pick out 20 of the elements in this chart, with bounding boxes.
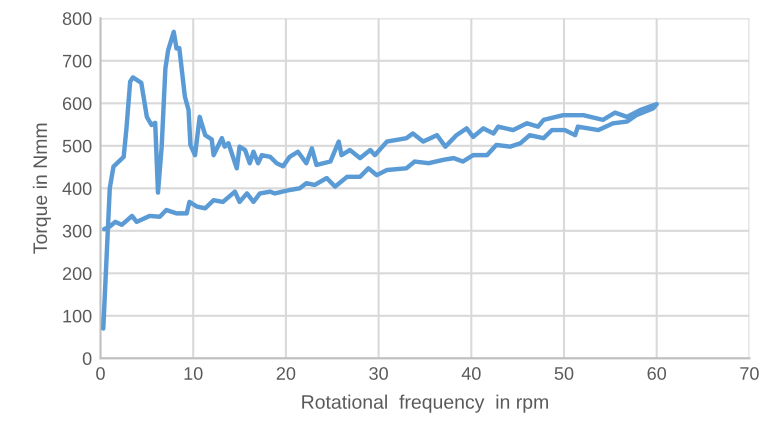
y-tick-label: 600 [62,97,92,110]
x-tick-label: 30 [369,367,388,380]
y-tick-label: 700 [62,54,92,68]
x-tick-label: 70 [740,367,759,380]
x-tick-label: 20 [276,367,296,380]
x-tick-label: 0 [96,367,105,380]
x-tick-label: 10 [184,367,203,380]
y-tick-label: 100 [63,310,92,323]
y-tick-label: 400 [62,182,92,196]
y-axis-title: Torque in Nmm [32,124,51,254]
x-tick-label: 50 [554,367,574,380]
x-tick-label: 60 [648,367,666,380]
line-series [101,30,659,331]
x-axis-title: Rotational frequency in rpm [302,394,548,413]
y-tick-label: 200 [62,267,92,280]
x-tick-label: 40 [462,367,481,380]
y-tick-label: 500 [62,140,92,153]
y-tick-label: 800 [62,12,92,26]
y-tick-label: 0 [82,352,92,366]
y-tick-label: 300 [62,224,92,238]
